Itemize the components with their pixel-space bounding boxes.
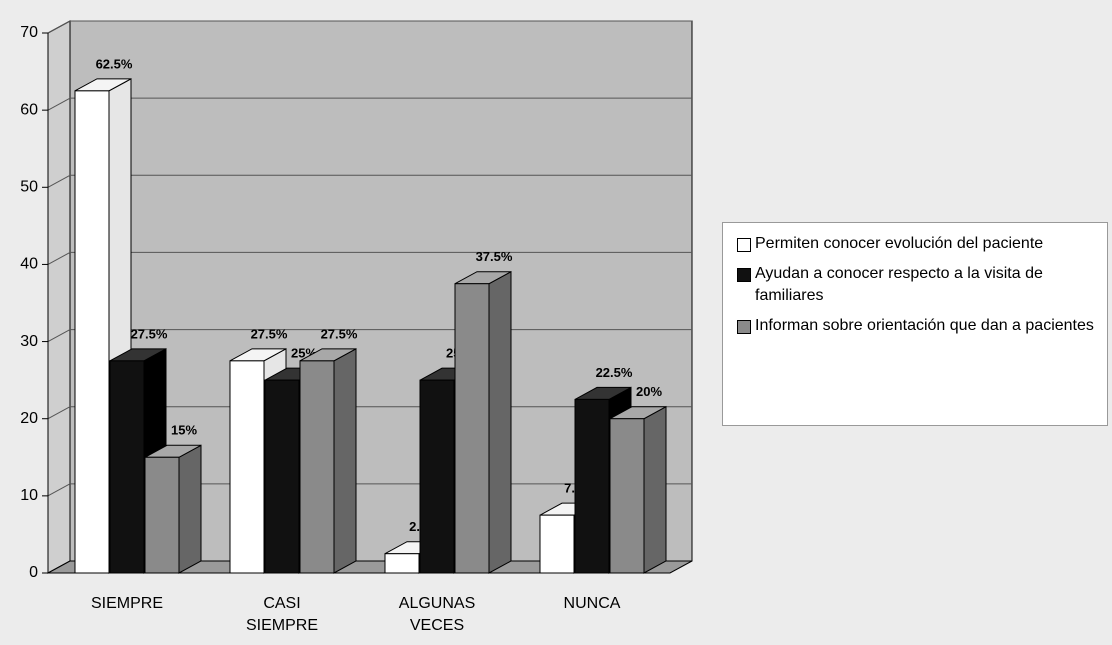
bar-side (178, 444, 202, 574)
bar-side (333, 348, 357, 574)
y-tick-label: 0 (29, 564, 38, 581)
value-label: 27.5% (321, 326, 358, 341)
value-label: 15% (171, 423, 197, 438)
y-tick-label: 10 (20, 487, 38, 504)
y-tick-label: 50 (20, 179, 38, 196)
legend-swatch (737, 268, 751, 282)
grid-line (47, 251, 71, 265)
bar (299, 360, 335, 574)
legend-label: Informan sobre orientación que dan a pac… (755, 317, 1094, 334)
legend-swatch (737, 238, 751, 252)
value-label: 27.5% (251, 326, 288, 341)
grid-line (47, 483, 71, 497)
y-tick-label: 30 (20, 333, 38, 350)
y-tick-label: 70 (20, 24, 38, 41)
bar (144, 456, 180, 574)
legend-label: Ayudan a conocer respecto a la visita de… (755, 265, 1043, 304)
legend-swatch (737, 320, 751, 334)
grid-line (47, 20, 71, 34)
y-tick-label: 20 (20, 410, 38, 427)
value-label: 22.5% (596, 365, 633, 380)
bar (264, 379, 300, 574)
bar (419, 379, 455, 574)
y-tick-label: 60 (20, 101, 38, 118)
bar (454, 283, 490, 574)
bar (609, 418, 645, 574)
x-tick-label: NUNCA (563, 595, 621, 612)
bar (574, 398, 610, 574)
bar (539, 514, 575, 574)
value-label: 62.5% (96, 56, 133, 71)
grid-line (47, 174, 71, 188)
value-label: 37.5% (476, 249, 513, 264)
value-label: 27.5% (131, 326, 168, 341)
x-tick-label: CASI SIEMPRE (245, 595, 318, 634)
bar (109, 360, 145, 574)
bar-side (643, 405, 667, 574)
value-label: 20% (636, 384, 662, 399)
y-tick-label: 40 (20, 256, 38, 273)
legend: Permiten conocer evolución del paciente A… (722, 222, 1108, 426)
bar-side (488, 270, 512, 574)
grid-line (47, 406, 71, 420)
bar (384, 553, 420, 574)
legend-item: Informan sobre orientación que dan a pac… (729, 315, 1101, 337)
grid-line (47, 97, 71, 111)
x-tick-label: ALGUNAS VECES (398, 595, 476, 634)
legend-item: Ayudan a conocer respecto a la visita de… (729, 263, 1101, 307)
bar (74, 90, 110, 574)
grid-line (47, 329, 71, 343)
legend-label: Permiten conocer evolución del paciente (755, 235, 1044, 252)
bar (229, 360, 265, 574)
legend-item: Permiten conocer evolución del paciente (729, 233, 1101, 255)
x-tick-label: SIEMPRE (90, 595, 163, 612)
